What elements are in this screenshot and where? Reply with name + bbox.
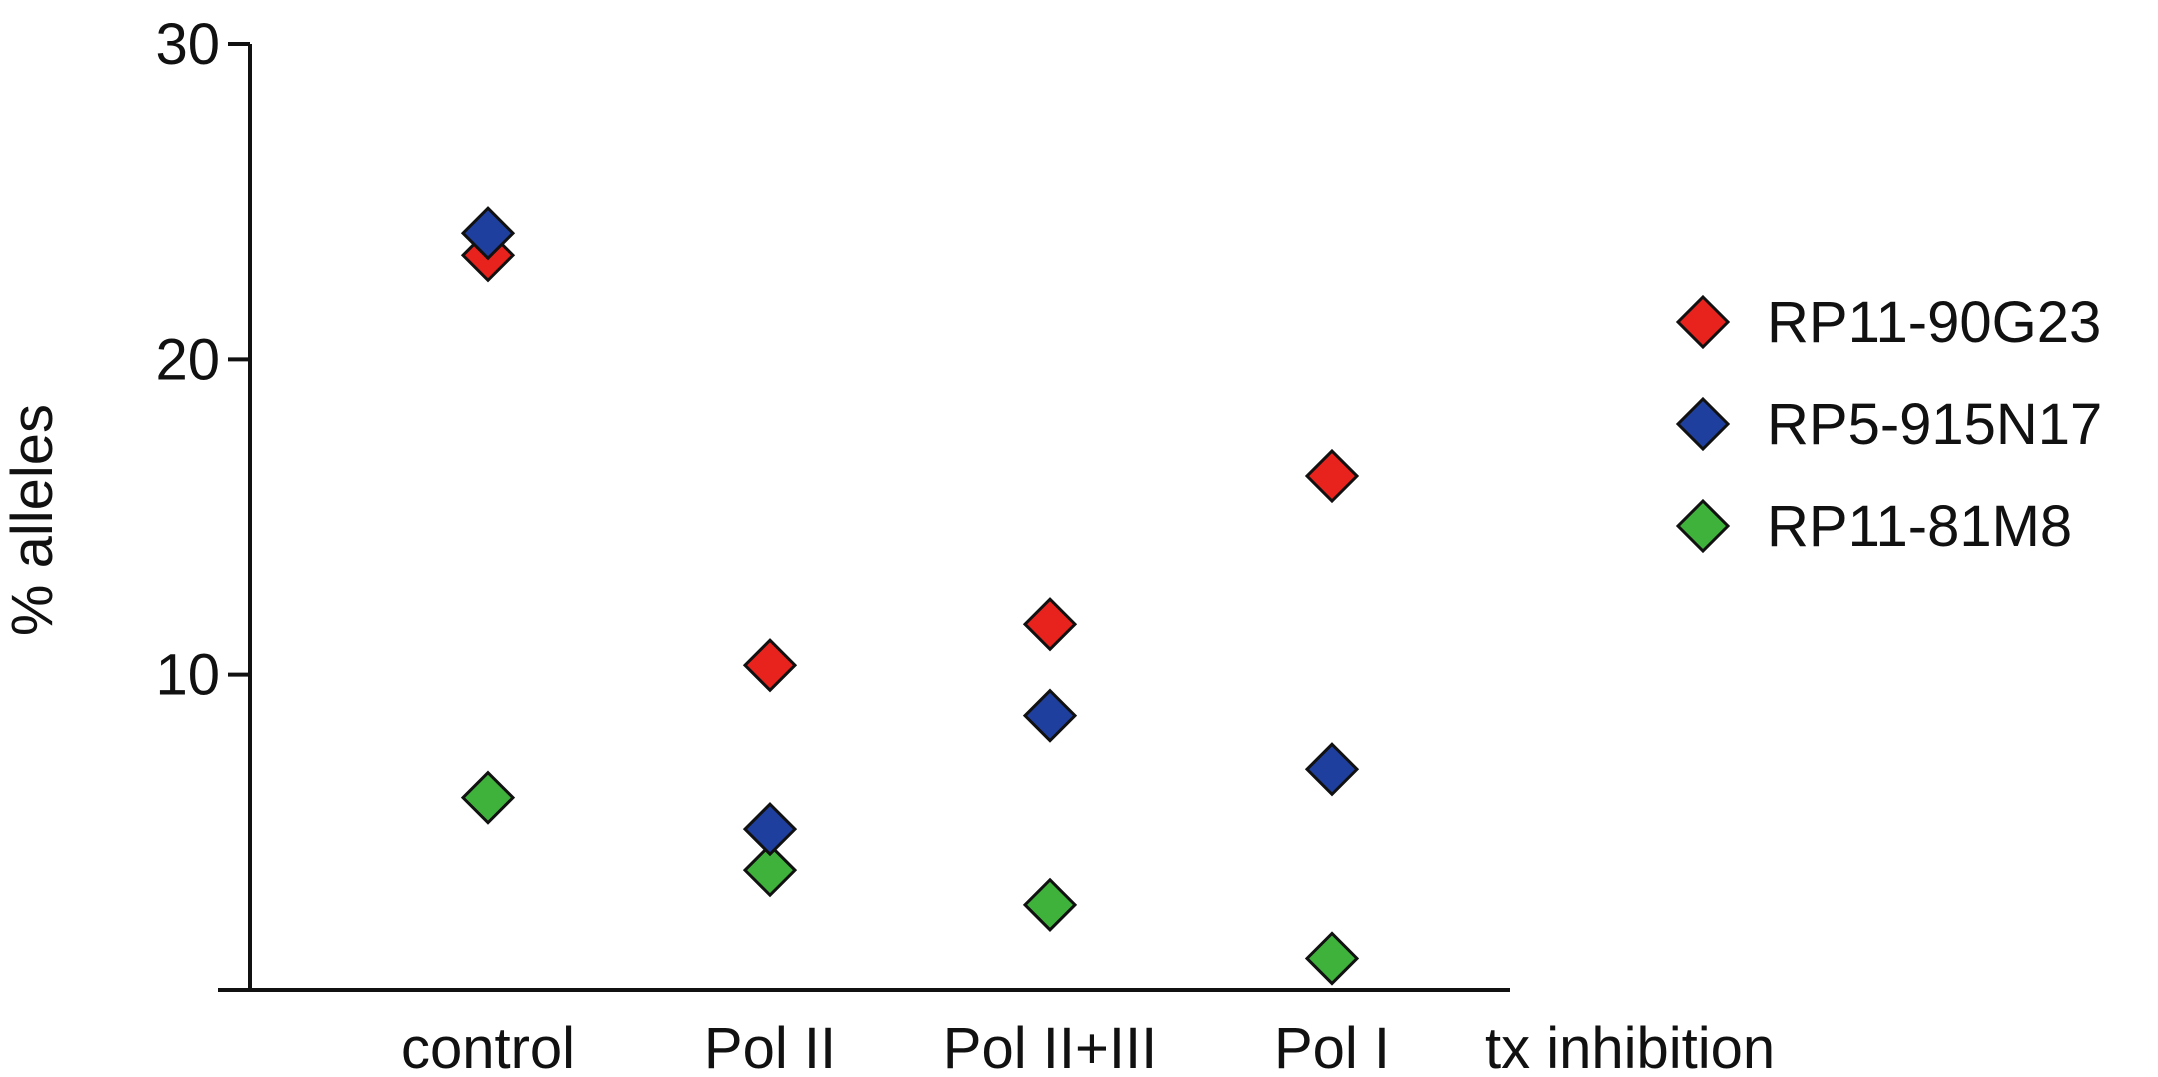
y-tick-label: 30 xyxy=(155,12,220,77)
data-point xyxy=(1304,931,1360,986)
y-tick-label: 20 xyxy=(155,327,220,392)
y-tick-label: 10 xyxy=(155,643,220,708)
data-point xyxy=(1022,597,1078,652)
x-tick-label: Pol II xyxy=(704,1016,836,1077)
data-point xyxy=(742,843,798,898)
axes: 10 20 30 control Pol II Pol II+III Pol I xyxy=(155,12,1510,1077)
x-tick-label: Pol II+III xyxy=(943,1016,1157,1077)
data-point xyxy=(1022,688,1078,743)
x-tick-label: control xyxy=(401,1016,575,1077)
legend-label: RP11-81M8 xyxy=(1767,494,2072,559)
legend-label: RP5-915N17 xyxy=(1767,392,2102,457)
legend-marker xyxy=(1675,498,1731,554)
data-point xyxy=(742,638,798,693)
data-point xyxy=(1022,877,1078,932)
x-tick-label: Pol I xyxy=(1274,1016,1390,1077)
legend: RP11-90G23 RP5-915N17 RP11-81M8 xyxy=(1675,290,2102,559)
legend-marker xyxy=(1675,396,1731,452)
legend-label: RP11-90G23 xyxy=(1767,290,2101,355)
x-axis-label: tx inhibition xyxy=(1485,1016,1775,1077)
data-points xyxy=(460,206,1360,986)
data-point xyxy=(1304,448,1360,504)
legend-marker xyxy=(1675,294,1731,350)
data-point xyxy=(742,802,798,857)
data-point xyxy=(1304,742,1360,797)
y-axis-label: % alleles xyxy=(0,404,65,636)
data-point xyxy=(460,206,516,261)
data-point xyxy=(460,770,516,825)
